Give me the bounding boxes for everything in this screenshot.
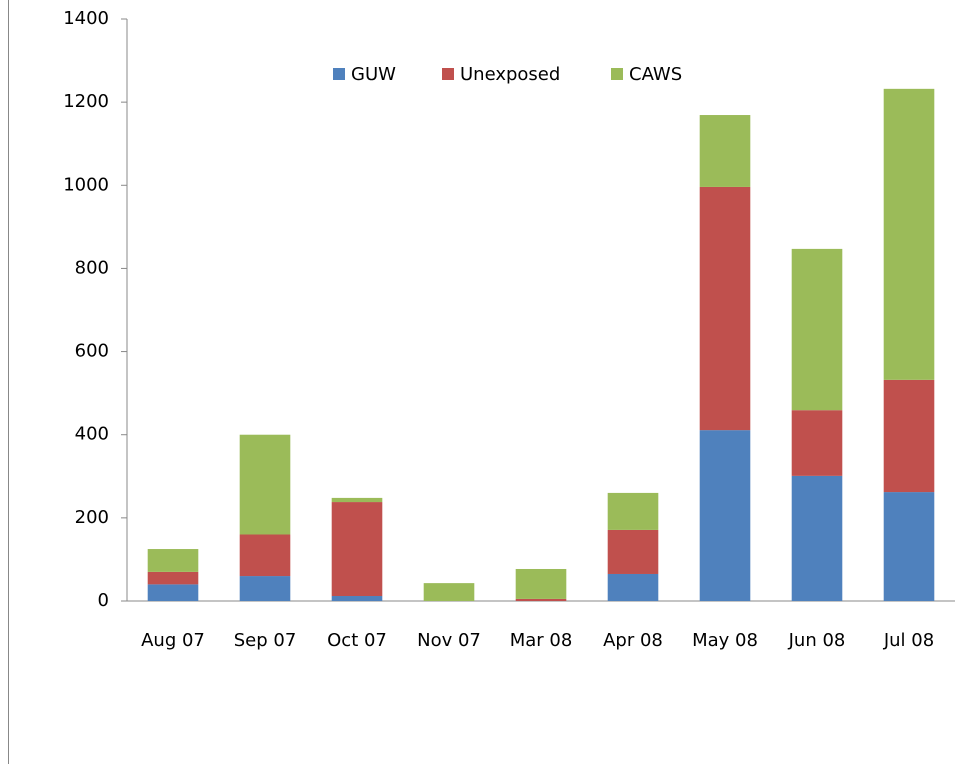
y-tick-label: 1200 bbox=[63, 91, 109, 112]
y-tick-label: 1000 bbox=[63, 174, 109, 195]
bar-segment bbox=[699, 186, 751, 431]
bar-segment bbox=[607, 492, 659, 530]
legend-swatch bbox=[333, 68, 345, 80]
bar-segment bbox=[239, 534, 291, 577]
bar-segment bbox=[883, 492, 935, 601]
bar-segment bbox=[147, 549, 199, 572]
bar-segment bbox=[331, 596, 383, 601]
bar-segment bbox=[331, 502, 383, 597]
bar-segment bbox=[607, 573, 659, 601]
bar-segment bbox=[791, 248, 843, 411]
bar-segment bbox=[607, 529, 659, 574]
bar-segment bbox=[791, 475, 843, 601]
y-tick-label: 800 bbox=[75, 257, 109, 278]
bar-segment bbox=[239, 434, 291, 535]
x-tick-label: Sep 07 bbox=[234, 630, 297, 651]
x-tick-label: Jun 08 bbox=[788, 630, 846, 651]
y-tick-label: 0 bbox=[98, 590, 109, 611]
y-tick-label: 600 bbox=[75, 341, 109, 362]
x-tick-label: Jul 08 bbox=[883, 630, 934, 651]
bar-segment bbox=[515, 568, 567, 599]
bar-segment bbox=[699, 115, 751, 187]
bar-segment bbox=[423, 583, 475, 601]
x-tick-label: Aug 07 bbox=[141, 630, 205, 651]
x-tick-label: Apr 08 bbox=[603, 630, 663, 651]
y-tick-label: 400 bbox=[75, 424, 109, 445]
y-tick-label: 1400 bbox=[63, 8, 109, 29]
legend-label: Unexposed bbox=[460, 64, 560, 85]
y-tick-label: 200 bbox=[75, 507, 109, 528]
bar-segment bbox=[331, 497, 383, 503]
x-tick-label: Mar 08 bbox=[510, 630, 573, 651]
legend-label: CAWS bbox=[629, 64, 682, 85]
bar-segment bbox=[791, 410, 843, 476]
legend-label: GUW bbox=[351, 64, 396, 85]
legend-swatch bbox=[442, 68, 454, 80]
bar-segment bbox=[883, 379, 935, 493]
bar-segment bbox=[515, 598, 567, 601]
legend-swatch bbox=[611, 68, 623, 80]
x-tick-label: Oct 07 bbox=[327, 630, 387, 651]
bar-segment bbox=[147, 571, 199, 585]
bar-segment bbox=[147, 584, 199, 601]
x-tick-label: Nov 07 bbox=[417, 630, 481, 651]
bar-segment bbox=[239, 576, 291, 601]
bar-segment bbox=[699, 430, 751, 601]
bar-segment bbox=[883, 88, 935, 380]
x-tick-label: May 08 bbox=[692, 630, 758, 651]
